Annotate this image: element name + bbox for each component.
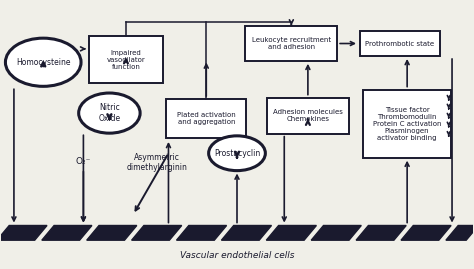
Text: Impaired
vasodilator
function: Impaired vasodilator function	[107, 49, 146, 70]
Ellipse shape	[79, 93, 140, 133]
Text: Nitric
Oxide: Nitric Oxide	[98, 103, 120, 123]
Ellipse shape	[209, 136, 265, 171]
Polygon shape	[221, 225, 272, 240]
Text: O₂⁻: O₂⁻	[76, 157, 91, 166]
Text: Homocysteine: Homocysteine	[16, 58, 71, 67]
FancyBboxPatch shape	[266, 98, 349, 134]
FancyBboxPatch shape	[166, 99, 246, 138]
FancyBboxPatch shape	[89, 36, 163, 83]
Polygon shape	[42, 225, 92, 240]
Polygon shape	[311, 225, 361, 240]
Ellipse shape	[5, 38, 81, 86]
Polygon shape	[356, 225, 406, 240]
Text: Vascular endothelial cells: Vascular endothelial cells	[180, 251, 294, 260]
Polygon shape	[401, 225, 451, 240]
Polygon shape	[446, 225, 474, 240]
Text: Leukocyte recruitment
and adhesion: Leukocyte recruitment and adhesion	[252, 37, 331, 50]
FancyBboxPatch shape	[364, 90, 451, 158]
Text: Adhesion molecules
Chemokines: Adhesion molecules Chemokines	[273, 109, 343, 122]
Text: Plated activation
and aggregation: Plated activation and aggregation	[177, 112, 236, 125]
Polygon shape	[87, 225, 137, 240]
Text: Tissue factor
Thrombomodulin
Protein C activation
Plasminogen
activator binding: Tissue factor Thrombomodulin Protein C a…	[373, 107, 441, 141]
Polygon shape	[266, 225, 317, 240]
Text: Asymmetric
dimethylarginin: Asymmetric dimethylarginin	[126, 153, 187, 172]
Text: Prothrombotic state: Prothrombotic state	[365, 41, 435, 47]
Polygon shape	[176, 225, 227, 240]
Text: Prostacyclin: Prostacyclin	[214, 149, 260, 158]
FancyBboxPatch shape	[245, 26, 337, 61]
FancyBboxPatch shape	[360, 31, 440, 56]
Polygon shape	[132, 225, 182, 240]
Polygon shape	[0, 225, 47, 240]
